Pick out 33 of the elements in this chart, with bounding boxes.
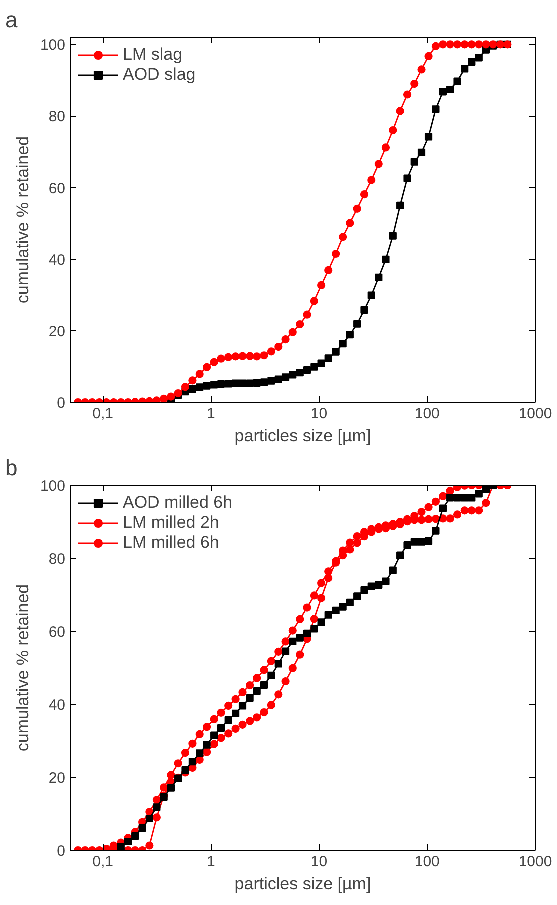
x-tick-label: 0,1	[92, 406, 114, 422]
y-axis-title: cumulative % retained	[13, 136, 32, 304]
x-tick-label: 0,1	[92, 854, 114, 870]
x-tick-label: 1000	[518, 406, 552, 422]
legend-label: LM milled 2h	[123, 513, 220, 533]
x-axis-title: particles size [µm]	[234, 874, 372, 894]
legend-label: LM milled 6h	[123, 533, 220, 553]
y-tick-label: 0	[57, 843, 66, 860]
x-axis-title: particles size [µm]	[234, 426, 372, 446]
y-tick-label: 0	[57, 395, 66, 412]
y-tick-label: 80	[48, 108, 66, 126]
y-tick-label: 80	[48, 551, 66, 568]
y-tick-label: 60	[48, 180, 66, 198]
x-tick-label: 10	[310, 854, 328, 870]
y-axis-title: cumulative % retained	[13, 584, 32, 752]
x-tick-label: 100	[414, 854, 440, 870]
y-tick-label: 20	[48, 770, 66, 787]
y-tick-label: 40	[48, 697, 66, 714]
legend-label: AOD milled 6h	[123, 493, 233, 513]
x-tick-label: 1	[206, 406, 216, 422]
legend-label: AOD slag	[123, 65, 196, 85]
legend-label: LM slag	[123, 45, 183, 65]
y-tick-label: 100	[40, 37, 66, 54]
x-tick-label: 100	[414, 406, 440, 422]
x-tick-label: 10	[310, 406, 328, 422]
x-tick-label: 1	[206, 854, 216, 870]
chart-title: a	[6, 8, 18, 32]
x-tick-label: 1000	[518, 854, 552, 870]
y-tick-label: 20	[48, 323, 66, 340]
chart-title: b	[6, 456, 18, 480]
y-tick-label: 100	[40, 478, 66, 495]
y-tick-label: 40	[48, 252, 66, 269]
y-tick-label: 60	[48, 624, 66, 641]
